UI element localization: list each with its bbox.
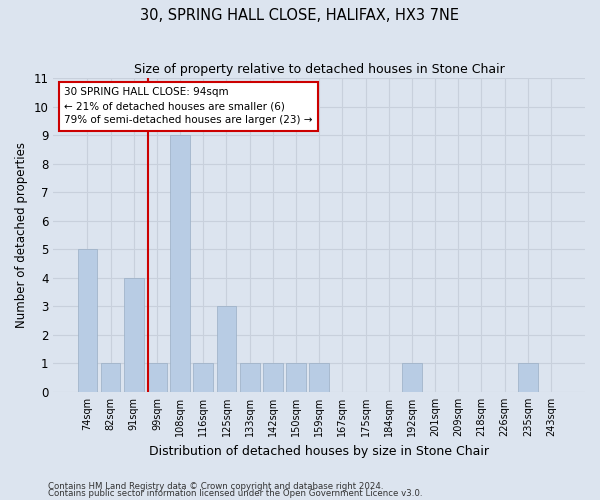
Bar bbox=[147, 364, 167, 392]
X-axis label: Distribution of detached houses by size in Stone Chair: Distribution of detached houses by size … bbox=[149, 444, 489, 458]
Y-axis label: Number of detached properties: Number of detached properties bbox=[15, 142, 28, 328]
Bar bbox=[240, 364, 260, 392]
Bar bbox=[518, 364, 538, 392]
Title: Size of property relative to detached houses in Stone Chair: Size of property relative to detached ho… bbox=[134, 62, 505, 76]
Text: 30, SPRING HALL CLOSE, HALIFAX, HX3 7NE: 30, SPRING HALL CLOSE, HALIFAX, HX3 7NE bbox=[140, 8, 460, 22]
Bar bbox=[310, 364, 329, 392]
Bar bbox=[286, 364, 306, 392]
Bar bbox=[193, 364, 213, 392]
Bar bbox=[124, 278, 143, 392]
Text: Contains public sector information licensed under the Open Government Licence v3: Contains public sector information licen… bbox=[48, 489, 422, 498]
Bar bbox=[402, 364, 422, 392]
Bar bbox=[101, 364, 121, 392]
Text: 30 SPRING HALL CLOSE: 94sqm
← 21% of detached houses are smaller (6)
79% of semi: 30 SPRING HALL CLOSE: 94sqm ← 21% of det… bbox=[64, 88, 313, 126]
Bar bbox=[217, 306, 236, 392]
Text: Contains HM Land Registry data © Crown copyright and database right 2024.: Contains HM Land Registry data © Crown c… bbox=[48, 482, 383, 491]
Bar bbox=[263, 364, 283, 392]
Bar bbox=[170, 135, 190, 392]
Bar bbox=[77, 250, 97, 392]
